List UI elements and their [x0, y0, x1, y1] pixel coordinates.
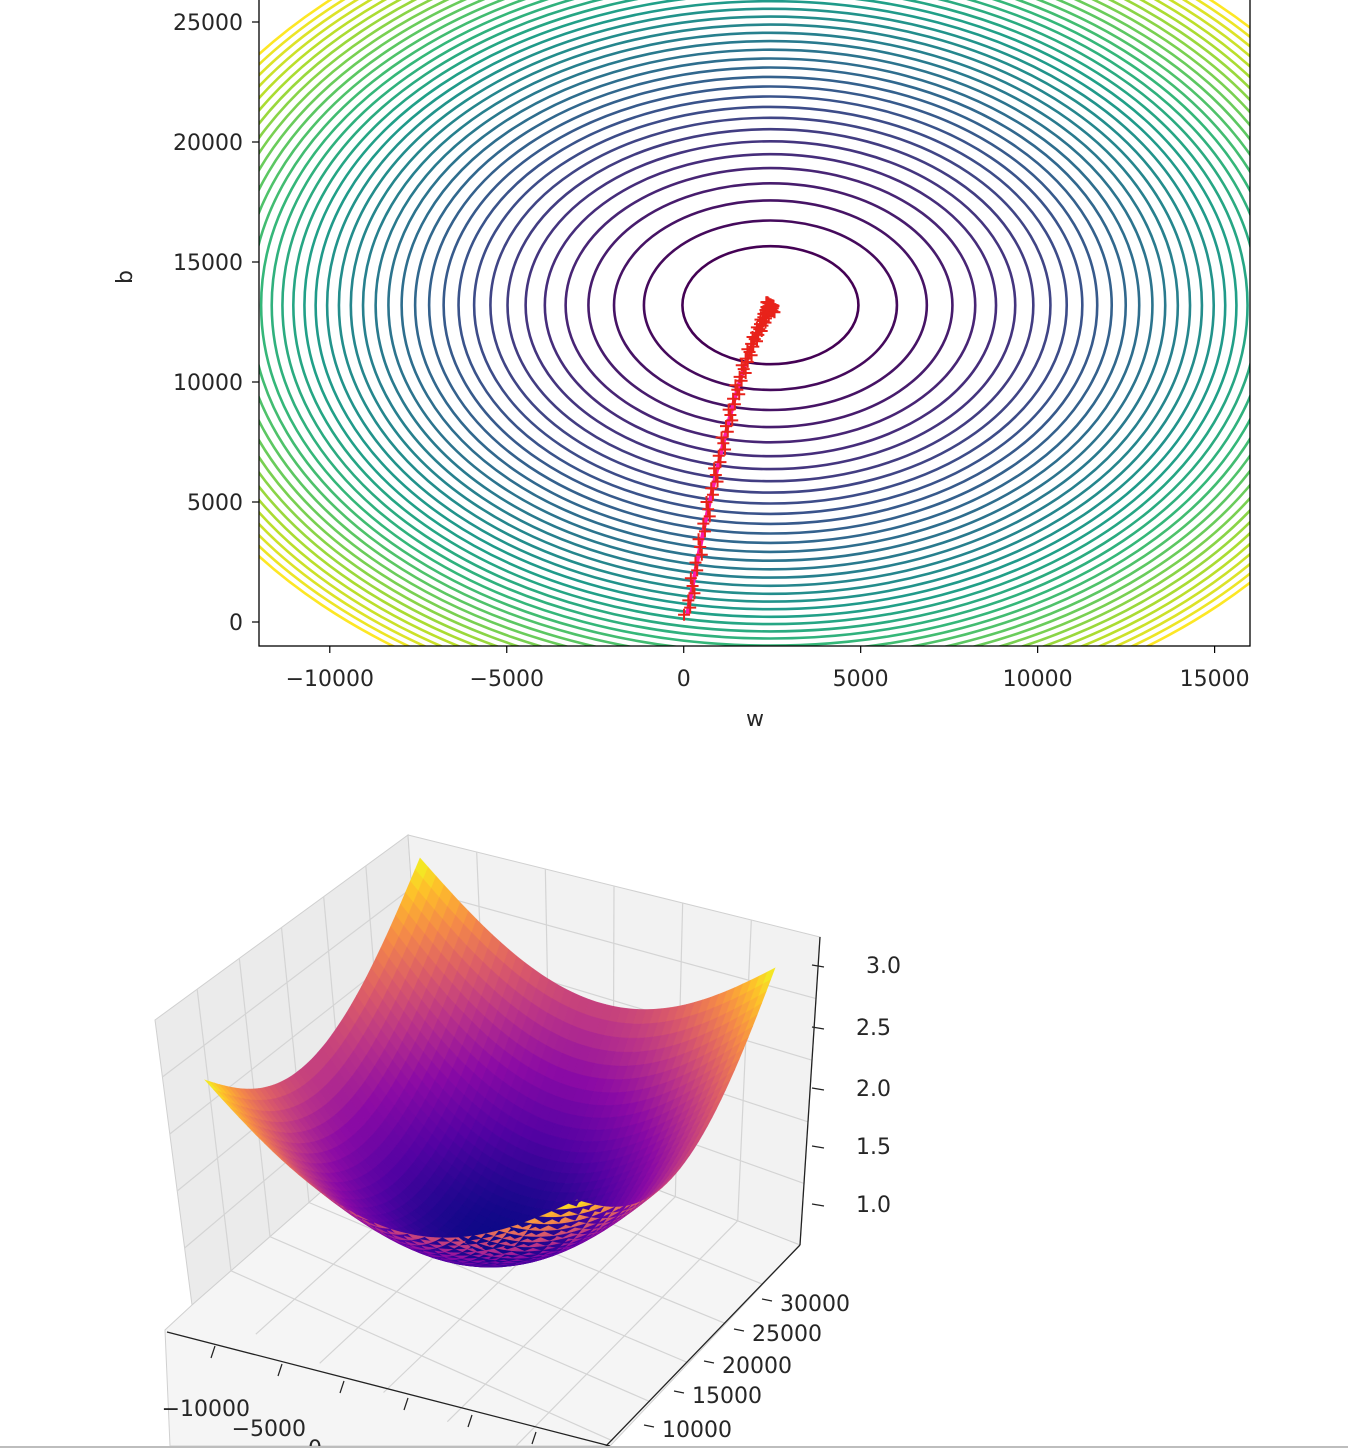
descent-marker	[724, 409, 736, 421]
y-axis-label: b	[113, 270, 138, 284]
y-tick-label: 10000	[173, 371, 243, 396]
y-axis-ticks: 0 5000 10000 15000 20000 25000	[173, 11, 259, 636]
x-tick-label: −5000	[470, 667, 544, 692]
x-tick-label: −5000	[232, 1417, 306, 1442]
y-tick-label: 25000	[173, 11, 243, 36]
z-tick-label: 2.5	[856, 1016, 891, 1041]
y-tick	[644, 1425, 654, 1427]
contour-level	[220, 0, 1320, 673]
x-tick-label: 10000	[1003, 667, 1073, 692]
y-tick-label: 5000	[187, 491, 243, 516]
y-tick-label: 20000	[722, 1354, 792, 1379]
x-tick-label: 5000	[833, 667, 889, 692]
contour-level	[201, 0, 1340, 686]
y-tick	[762, 1299, 772, 1301]
x-tick-label: 0	[677, 667, 691, 692]
contour-plot: −10000 −5000 0 5000 10000 15000 0 5000 10000 150…	[113, 0, 1348, 732]
z-tick-label: 2.0	[856, 1077, 891, 1102]
x-axis-ticks: −10000 −5000 0 5000 10000 15000	[286, 646, 1250, 692]
descent-marker	[702, 503, 714, 515]
y-tick	[674, 1391, 684, 1393]
y-tick-label: 15000	[692, 1384, 762, 1409]
z-tick-label: 1.0	[856, 1193, 891, 1218]
z-tick	[812, 1088, 824, 1090]
y-tick	[734, 1329, 744, 1331]
y-tick-label: 20000	[173, 131, 243, 156]
surface-plot: 1.0 1.5 2.0 2.5 3.0 30000 25000 20000 15000 10000…	[155, 835, 901, 1450]
z-tick	[812, 1204, 824, 1206]
x-axis-label: w	[746, 707, 764, 732]
z-tick-label: 1.5	[856, 1135, 891, 1160]
y-tick-label: 25000	[752, 1322, 822, 1347]
x-tick-label: 15000	[1180, 667, 1250, 692]
y-tick-label: 10000	[662, 1418, 732, 1443]
output-divider	[0, 1446, 1348, 1448]
x-tick-label: −10000	[286, 667, 374, 692]
descent-marker	[694, 541, 706, 553]
z-tick	[812, 1146, 824, 1148]
z-tick-label: 3.0	[866, 954, 901, 979]
y-tick	[704, 1361, 714, 1363]
y-tick-label: 15000	[173, 251, 243, 276]
x-tick-label: 0	[308, 1437, 322, 1450]
y-tick-label: 0	[229, 611, 243, 636]
y-tick-label: 30000	[780, 1292, 850, 1317]
descent-path	[678, 296, 780, 621]
